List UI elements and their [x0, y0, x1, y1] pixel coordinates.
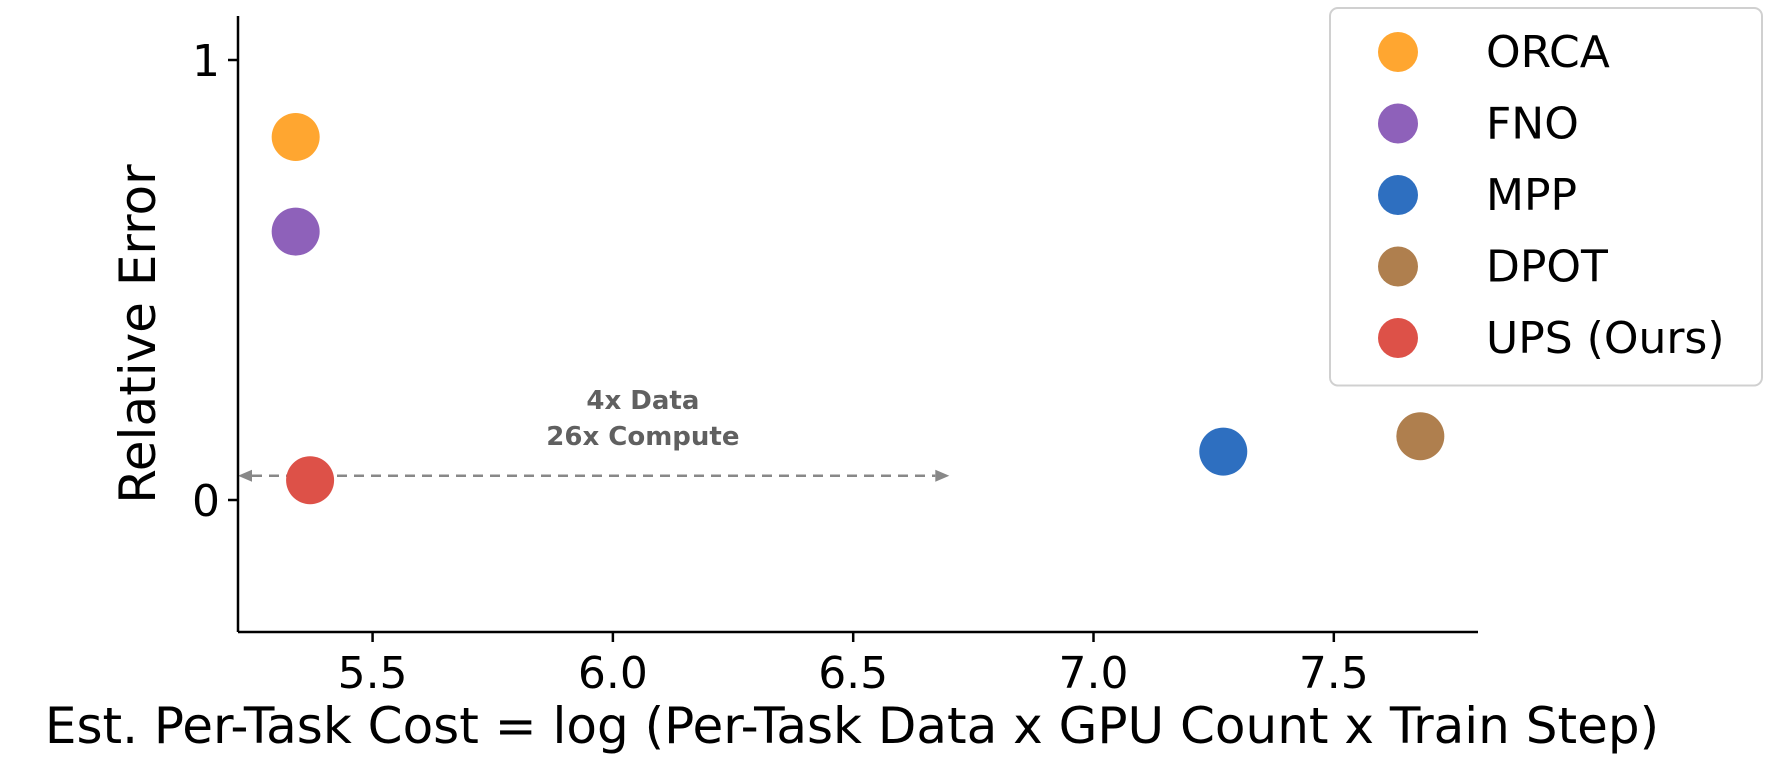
point-orca — [271, 113, 320, 161]
x-tick-label: 7.5 — [1299, 648, 1369, 699]
legend-marker-mpp — [1378, 175, 1418, 215]
legend-marker-orca — [1378, 32, 1418, 72]
legend-label-mpp: MPP — [1486, 170, 1577, 221]
x-tick-label: 6.5 — [818, 648, 888, 699]
annotation-line-data: 4x Data — [586, 386, 699, 416]
data-points — [271, 113, 1445, 505]
point-dpot — [1396, 412, 1445, 461]
x-tick-label: 6.0 — [578, 648, 648, 699]
point-mpp — [1199, 427, 1248, 476]
annotation: 4x Data 26x Compute — [238, 386, 950, 482]
annotation-line-compute: 26x Compute — [546, 422, 739, 452]
plot-area: 4x Data 26x Compute — [238, 113, 1445, 505]
annotation-arrowhead-right — [935, 469, 950, 482]
legend: ORCA FNO MPP DPOT UPS (Ours) — [1329, 7, 1763, 387]
legend-label-dpot: DPOT — [1486, 242, 1608, 293]
legend-marker-ups-ours — [1378, 318, 1418, 358]
y-axis-ticks: 01 — [192, 36, 238, 527]
legend-label-orca: ORCA — [1486, 27, 1610, 78]
x-tick-label: 5.5 — [338, 648, 408, 699]
y-tick-label: 0 — [192, 476, 220, 527]
point-ups-ours — [286, 456, 335, 505]
legend-items: ORCA FNO MPP DPOT UPS (Ours) — [1378, 27, 1725, 364]
axes: 5.5 6.0 6.5 7.0 7.5 01 — [192, 16, 1478, 699]
legend-marker-dpot — [1378, 246, 1418, 287]
y-axis-title: Relative Error — [109, 164, 167, 504]
legend-label-ups-ours: UPS (Ours) — [1486, 313, 1725, 364]
annotation-arrowhead-left — [238, 469, 252, 482]
x-tick-label: 7.0 — [1059, 648, 1129, 699]
legend-marker-fno — [1378, 103, 1418, 144]
x-axis-title: Est. Per-Task Cost = log (Per-Task Data … — [45, 697, 1659, 755]
legend-frame — [1329, 7, 1763, 387]
point-fno — [271, 207, 320, 256]
legend-label-fno: FNO — [1486, 99, 1579, 150]
y-tick-label: 1 — [192, 36, 220, 87]
x-axis-ticks: 5.5 6.0 6.5 7.0 7.5 — [338, 632, 1369, 699]
